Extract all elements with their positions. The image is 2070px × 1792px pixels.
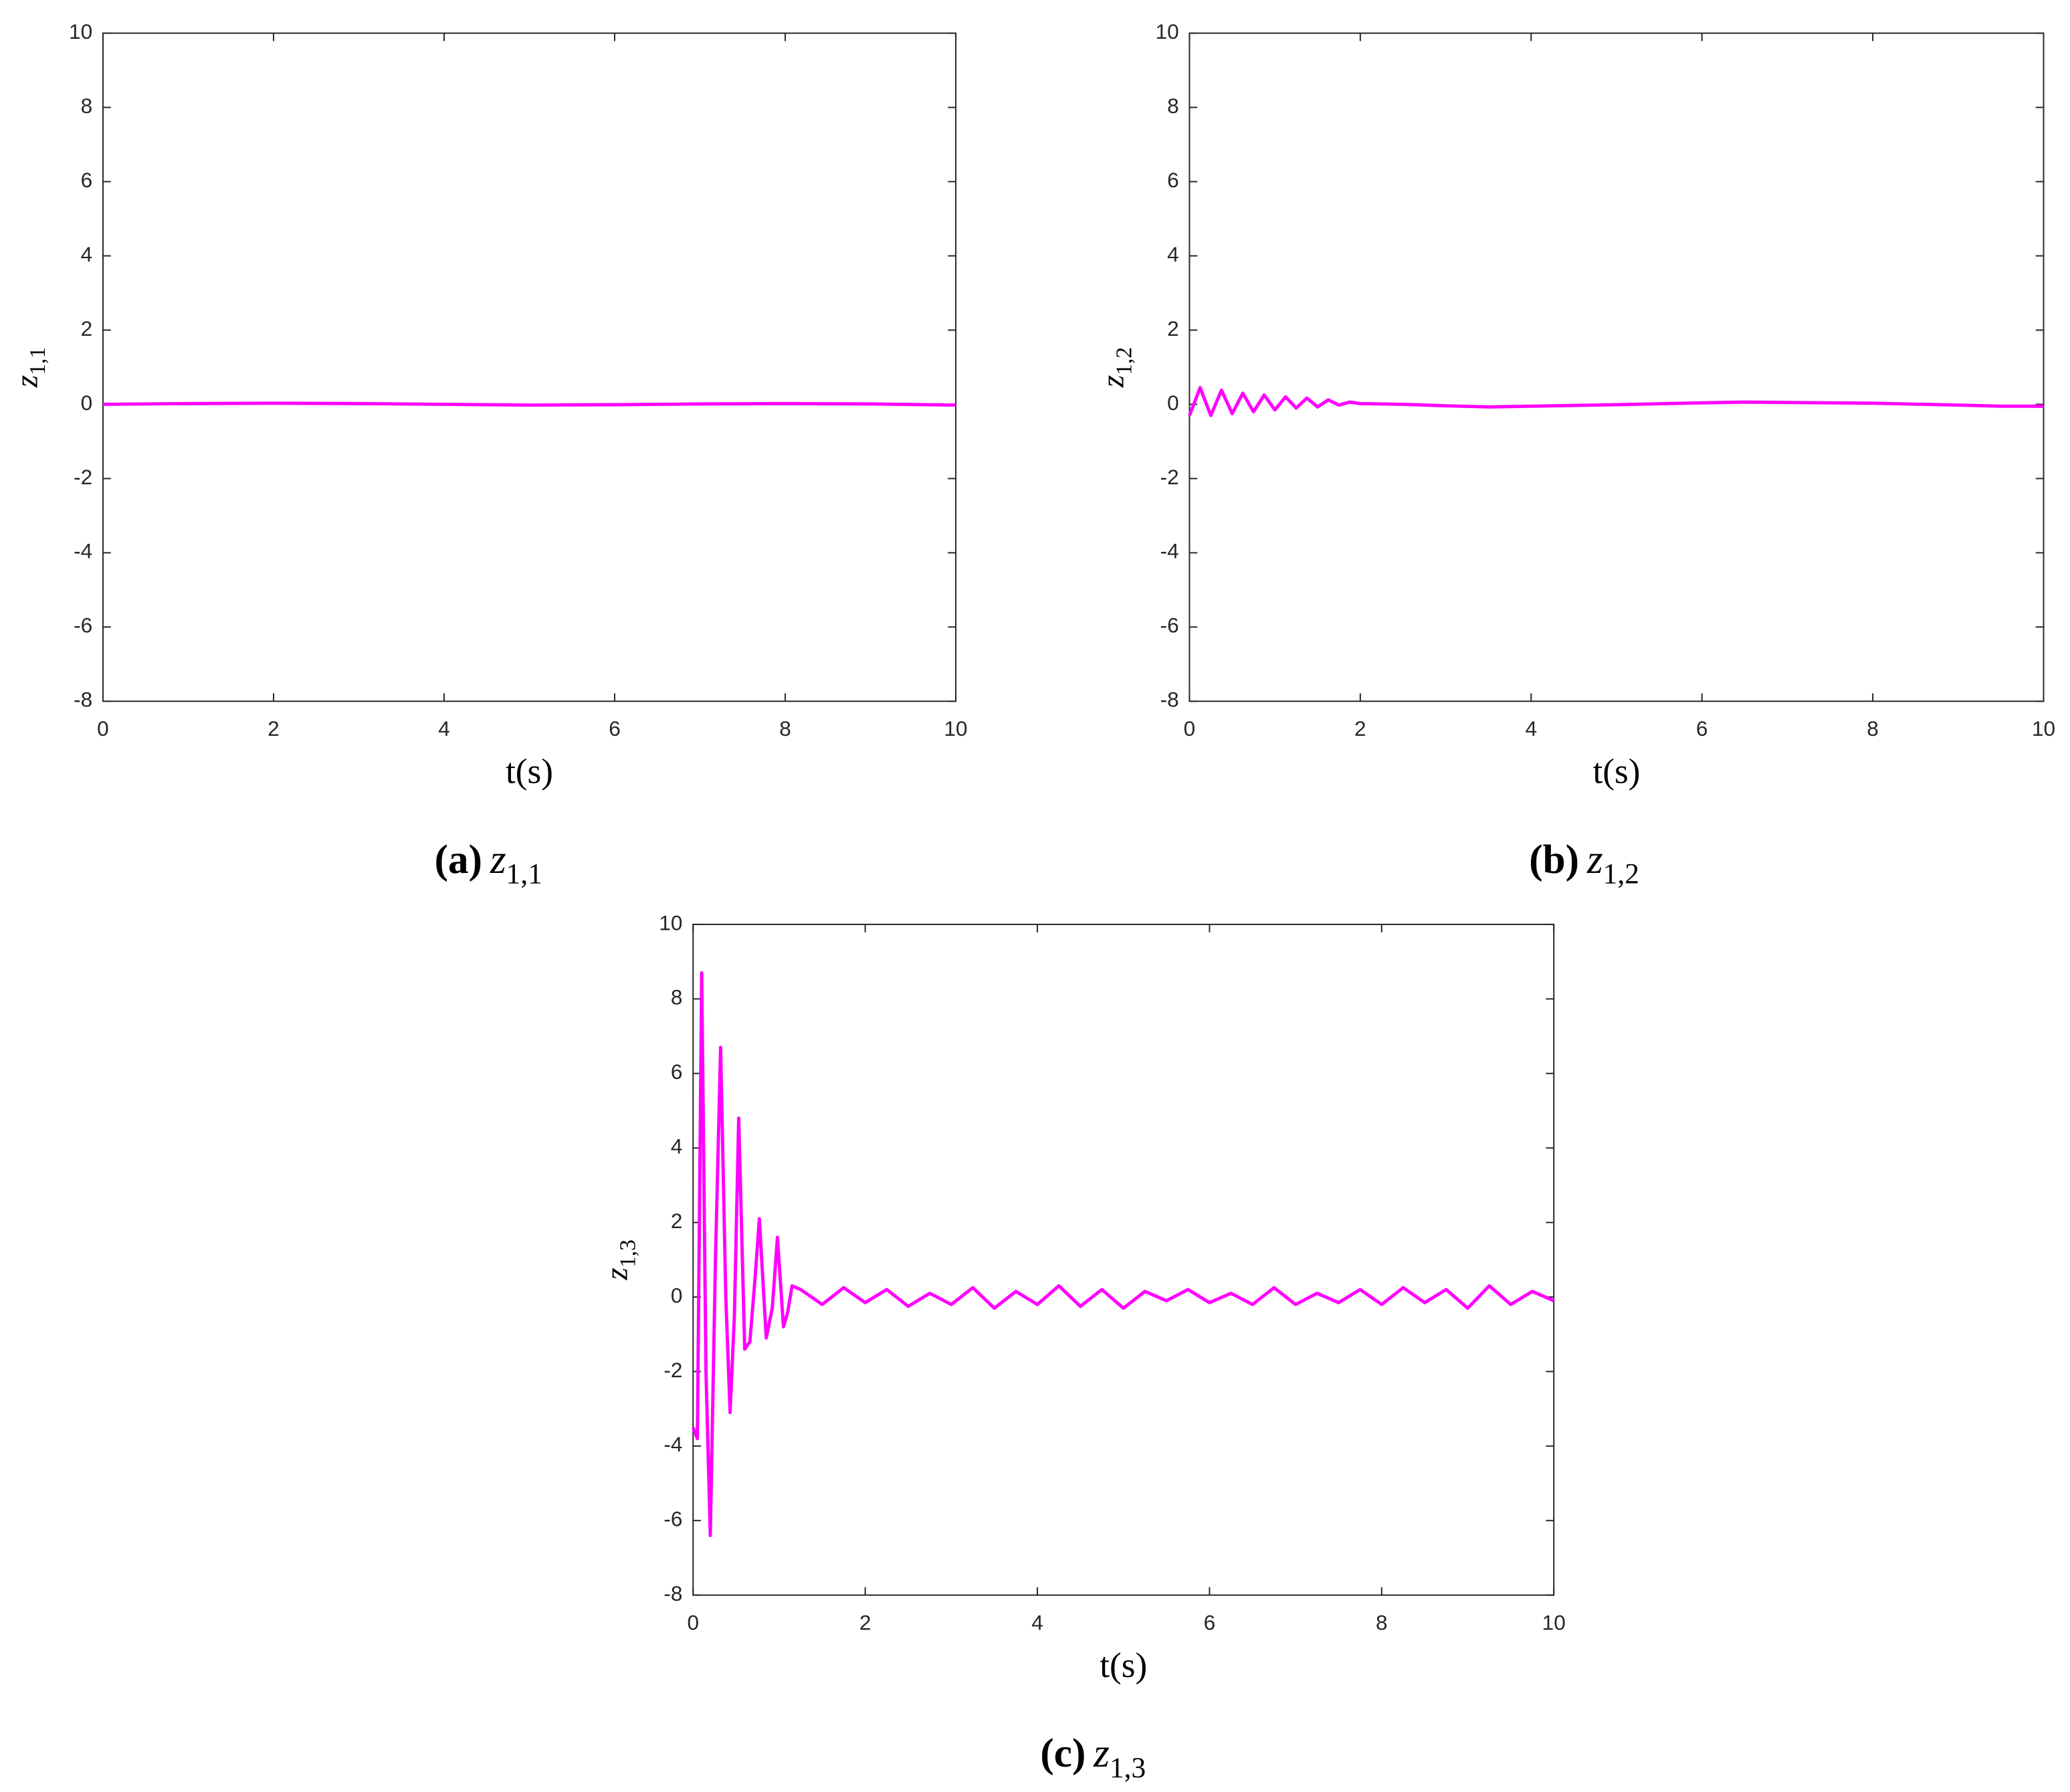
plot-area xyxy=(102,32,957,702)
caption-subscript: 1,2 xyxy=(1603,858,1639,890)
y-tick-label: -2 xyxy=(663,1358,682,1382)
y-tick-label: 2 xyxy=(671,1209,683,1233)
y-tick-label: 6 xyxy=(671,1060,683,1084)
caption-subscript: 1,3 xyxy=(1110,1752,1146,1784)
x-tick-label: 6 xyxy=(609,716,621,740)
y-tick-label: -6 xyxy=(663,1507,682,1531)
caption-variable: z xyxy=(1586,837,1603,882)
x-tick-label: 10 xyxy=(1542,1610,1566,1634)
data-line xyxy=(691,971,1555,1537)
y-axis-label: z1,3 xyxy=(600,1239,641,1280)
x-tick-label: 0 xyxy=(97,716,109,740)
y-tick-label: 2 xyxy=(1167,316,1179,340)
y-tick-label: 8 xyxy=(671,985,683,1009)
y-tick-label: 0 xyxy=(1167,391,1179,415)
y-label-subscript: 1,2 xyxy=(1112,347,1137,375)
y-tick-label: 2 xyxy=(81,316,93,340)
x-axis-label: t(s) xyxy=(1592,752,1640,791)
caption-variable: z xyxy=(1093,1730,1110,1776)
caption-variable: z xyxy=(490,837,506,882)
y-label-variable: z xyxy=(9,375,44,388)
y-tick-label: -2 xyxy=(74,465,92,489)
y-axis-label: z1,2 xyxy=(1096,347,1137,388)
x-tick-label: 2 xyxy=(1354,716,1366,740)
caption-label: (c) xyxy=(1040,1730,1085,1776)
x-tick-label: 10 xyxy=(944,716,968,740)
plot-area xyxy=(692,923,1555,1596)
x-tick-label: 0 xyxy=(687,1610,699,1634)
y-tick-label: -8 xyxy=(663,1581,682,1605)
x-tick-label: 4 xyxy=(1031,1610,1043,1634)
y-label-variable: z xyxy=(1096,375,1131,388)
y-tick-label: 8 xyxy=(81,94,93,118)
caption-subscript: 1,1 xyxy=(506,858,542,890)
caption: (b) z1,2 xyxy=(1529,837,1639,890)
caption: (a) z1,1 xyxy=(435,837,542,890)
y-tick-label: 8 xyxy=(1167,94,1179,118)
x-tick-label: 0 xyxy=(1184,716,1196,740)
y-tick-label: -4 xyxy=(663,1432,682,1456)
caption: (c) z1,3 xyxy=(1040,1730,1146,1784)
y-tick-label: 4 xyxy=(671,1134,683,1159)
y-tick-label: -6 xyxy=(74,613,92,637)
y-tick-label: 0 xyxy=(81,391,93,415)
y-tick-label: 0 xyxy=(671,1283,683,1307)
y-tick-label: -6 xyxy=(1160,613,1179,637)
x-tick-label: 2 xyxy=(268,716,280,740)
data-line xyxy=(102,401,956,407)
caption-label: (a) xyxy=(435,837,482,882)
y-tick-label: -8 xyxy=(74,688,92,712)
y-label-variable: z xyxy=(600,1268,635,1280)
y-tick-label: -2 xyxy=(1160,465,1179,489)
x-tick-label: 6 xyxy=(1204,1610,1216,1634)
x-tick-label: 2 xyxy=(859,1610,871,1634)
x-tick-label: 4 xyxy=(438,716,450,740)
plot-area xyxy=(1188,32,2045,702)
y-tick-label: -4 xyxy=(1160,539,1179,563)
y-tick-label: 6 xyxy=(1167,168,1179,192)
y-tick-label: -4 xyxy=(74,539,92,563)
x-tick-label: 8 xyxy=(1867,716,1879,740)
data-line xyxy=(1188,386,2044,417)
y-tick-label: 10 xyxy=(659,910,682,934)
y-tick-label: 6 xyxy=(81,168,93,192)
x-tick-label: 4 xyxy=(1525,716,1537,740)
y-label-subscript: 1,3 xyxy=(615,1239,640,1268)
y-tick-label: 4 xyxy=(81,242,93,266)
y-tick-label: 10 xyxy=(69,19,92,43)
x-tick-label: 6 xyxy=(1696,716,1708,740)
y-tick-label: -8 xyxy=(1160,688,1179,712)
y-label-subscript: 1,1 xyxy=(25,347,50,375)
x-tick-label: 10 xyxy=(2032,716,2055,740)
y-tick-label: 10 xyxy=(1156,19,1179,43)
y-axis-label: z1,1 xyxy=(9,347,50,388)
x-tick-label: 8 xyxy=(1376,1610,1388,1634)
y-tick-label: 4 xyxy=(1167,242,1179,266)
x-axis-label: t(s) xyxy=(1100,1646,1147,1685)
caption-label: (b) xyxy=(1529,837,1579,882)
x-tick-label: 8 xyxy=(779,716,791,740)
x-axis-label: t(s) xyxy=(506,752,553,791)
